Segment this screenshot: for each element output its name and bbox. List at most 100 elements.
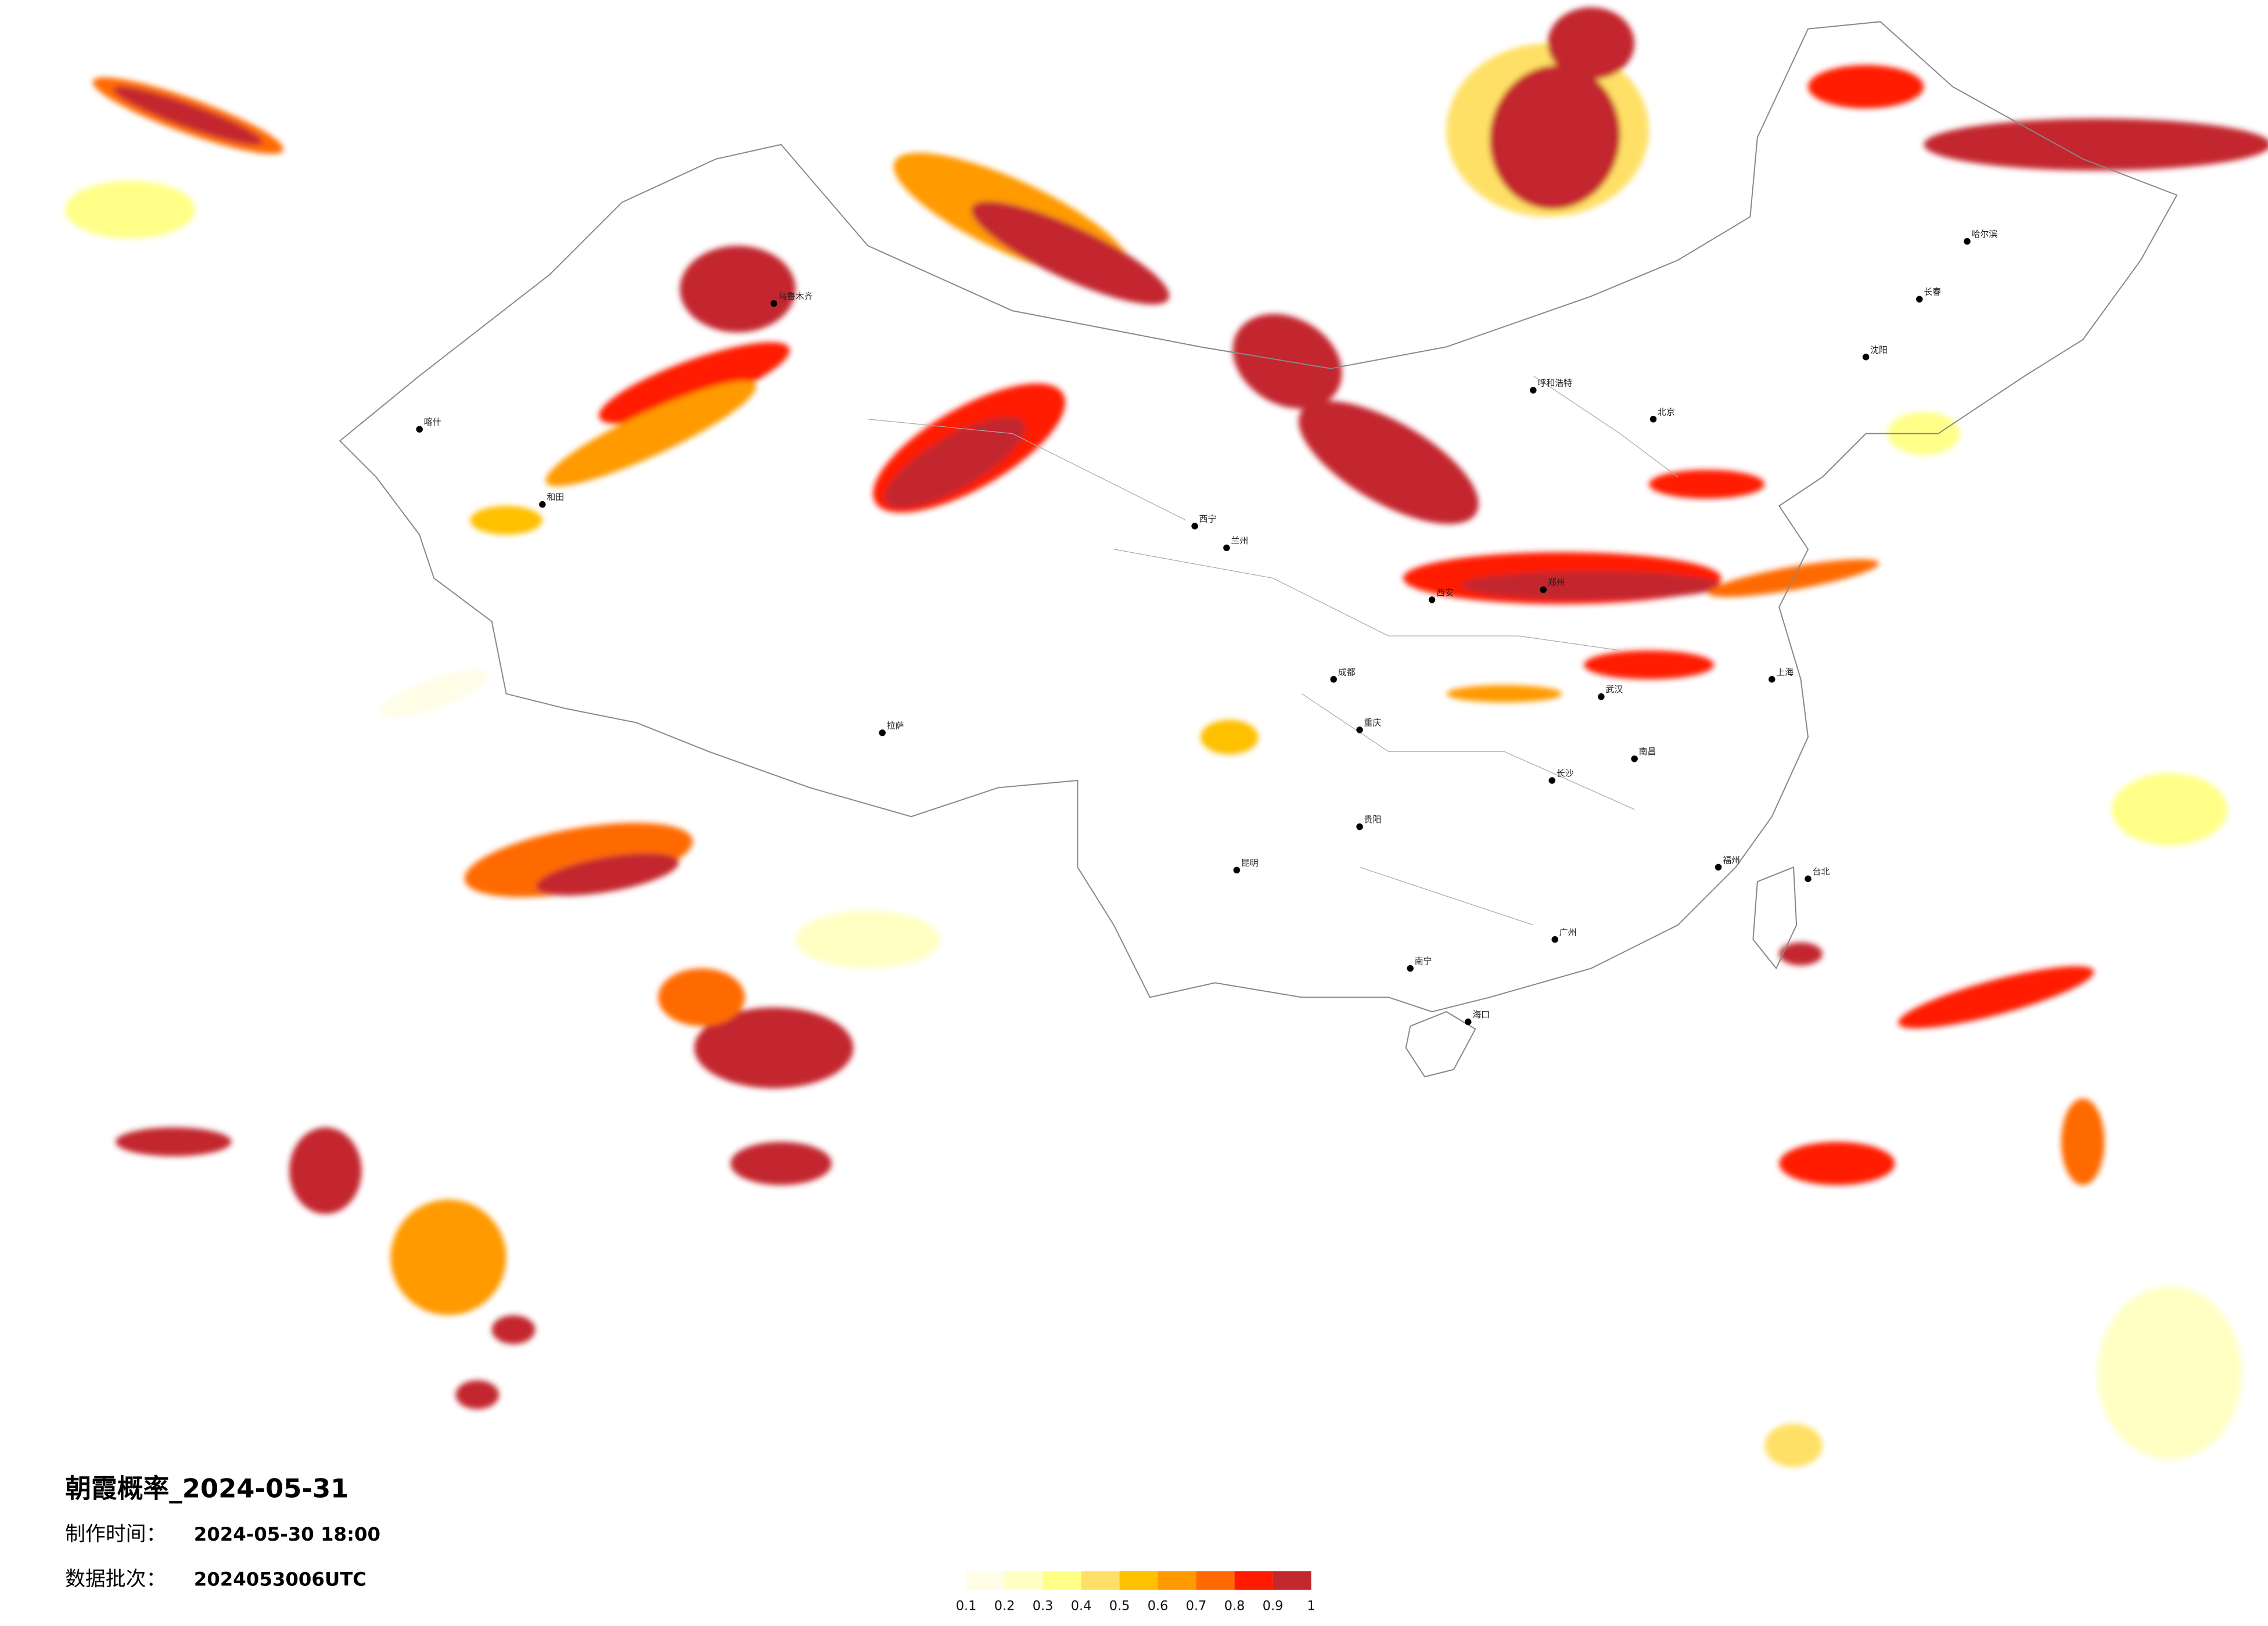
probability-blob: [1298, 401, 1479, 524]
city-label: 乌鲁木齐: [778, 291, 813, 301]
batch: 2024053006UTC: [194, 1568, 366, 1590]
city-dot: [1428, 596, 1436, 603]
probability-blob: [2097, 1286, 2242, 1460]
colorbar-swatch: [1004, 1571, 1043, 1590]
probability-blob: [1898, 966, 2094, 1028]
probability-blob: [1764, 1423, 1823, 1467]
colorbar-tick-label: 0.4: [1071, 1599, 1092, 1614]
city-label: 和田: [547, 492, 564, 502]
city-dot: [416, 426, 423, 433]
city-dot: [879, 729, 886, 736]
city-label: 兰州: [1231, 535, 1248, 546]
city-label: 海口: [1472, 1009, 1490, 1020]
city-label: 拉萨: [887, 720, 904, 731]
made-time: 2024-05-30 18:00: [194, 1523, 380, 1545]
colorbar-tick-label: 0.8: [1224, 1599, 1245, 1614]
colorbar-swatch: [1234, 1571, 1273, 1590]
probability-blob: [113, 86, 263, 145]
colorbar-tick-label: 0.7: [1186, 1599, 1207, 1614]
probability-blob: [2061, 1098, 2105, 1185]
city-label: 北京: [1658, 406, 1675, 417]
probability-blob: [470, 506, 542, 535]
probability-blob: [730, 1142, 832, 1185]
colorbar-swatch: [1119, 1571, 1158, 1590]
city-dot: [1223, 544, 1230, 552]
colorbar-tick-label: 0.1: [956, 1599, 977, 1614]
city-dot: [1598, 693, 1605, 700]
probability-blob: [1547, 7, 1635, 80]
probability-blob: [680, 246, 796, 333]
probability-blob: [1446, 685, 1562, 703]
city-label: 西宁: [1199, 513, 1217, 524]
city-label: 贵阳: [1364, 814, 1381, 825]
probability-blob: [116, 1127, 232, 1157]
province-borders: [868, 375, 1678, 926]
city-dot: [1356, 726, 1363, 733]
city-label: 西安: [1436, 587, 1454, 598]
probability-blob: [658, 968, 745, 1027]
colorbar-tick-label: 0.6: [1148, 1599, 1169, 1614]
probability-blob: [599, 342, 790, 424]
city-label: 重庆: [1364, 717, 1381, 728]
probability-blob: [795, 911, 940, 969]
city-dot: [1233, 866, 1241, 874]
map-title: 朝霞概率_2024-05-31: [65, 1473, 348, 1504]
colorbar-swatch: [1273, 1571, 1311, 1590]
city-label: 喀什: [424, 417, 441, 427]
island-outline: [1405, 866, 1798, 1078]
city-dot: [1530, 387, 1537, 394]
batch-label: 数据批次：: [65, 1567, 166, 1591]
probability-blob: [884, 416, 1025, 509]
city-label: 长春: [1924, 287, 1941, 297]
city-dot: [1631, 755, 1638, 762]
city-dot: [1862, 354, 1870, 361]
city-label: 昆明: [1241, 858, 1259, 868]
city-label: 上海: [1776, 667, 1793, 677]
city-dot: [1769, 676, 1775, 683]
city-label: 长沙: [1557, 768, 1574, 779]
probability-blob: [545, 380, 756, 487]
probability-blob: [536, 853, 679, 896]
city-dot: [1649, 416, 1657, 423]
colorbar-tick-label: 0.2: [994, 1599, 1015, 1614]
city-dot: [1551, 936, 1558, 943]
colorbar-swatch: [966, 1571, 1005, 1590]
city-label: 台北: [1813, 866, 1830, 877]
city-dot: [1356, 823, 1363, 830]
city-dot: [1407, 965, 1414, 972]
city-dot: [1191, 523, 1198, 530]
city-label: 沈阳: [1870, 344, 1888, 355]
colorbar: 0.1 0.2 0.3 0.4 0.5 0.6 0.7 0.8 0.9 1: [956, 1571, 1315, 1614]
probability-blob: [1808, 65, 1924, 109]
colorbar-tick-label: 0.3: [1033, 1599, 1054, 1614]
probability-field: [65, 7, 2268, 1467]
city-dot: [539, 501, 546, 508]
probability-blob: [455, 1380, 499, 1409]
city-label: 武汉: [1605, 684, 1623, 695]
probability-blob: [1924, 118, 2268, 171]
colorbar-swatch: [1081, 1571, 1120, 1590]
colorbar-swatch: [1043, 1571, 1081, 1590]
city-dot: [1964, 238, 1971, 245]
probability-blob: [1584, 650, 1715, 679]
city-dot: [1715, 864, 1722, 871]
probability-blob: [1649, 469, 1765, 499]
city-label: 成都: [1338, 667, 1356, 677]
city-dot: [770, 300, 778, 307]
probability-blob: [2112, 773, 2228, 846]
city-dot: [1330, 676, 1337, 683]
probability-blob: [390, 1199, 506, 1315]
colorbar-tick-label: 0.5: [1109, 1599, 1130, 1614]
city-label: 广州: [1559, 927, 1577, 937]
city-label: 哈尔滨: [1971, 229, 1997, 239]
city-label: 郑州: [1548, 577, 1565, 588]
city-dot: [1540, 586, 1547, 593]
probability-blob: [971, 201, 1170, 305]
probability-blob: [1201, 720, 1259, 755]
city-dot: [1805, 875, 1811, 882]
probability-blob: [1489, 65, 1620, 210]
probability-blob: [1461, 571, 1721, 600]
